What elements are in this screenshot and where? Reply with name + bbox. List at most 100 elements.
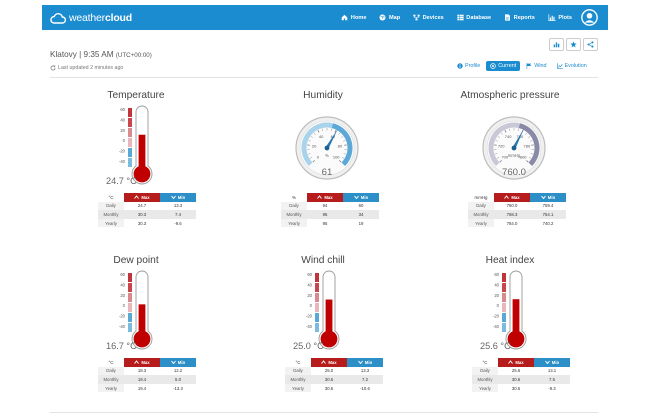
humidity-gauge-label: 20	[312, 143, 317, 148]
pressure-gauge-hub	[511, 145, 517, 151]
stats-header-row: mmHg Max Min	[468, 193, 566, 202]
pressure-gauge-band-high	[518, 123, 540, 167]
stats-row: Monthly 30.6 7.5	[472, 375, 570, 384]
humidity-gauge-tick	[338, 132, 341, 135]
chevron-up-icon	[508, 359, 514, 364]
stats-min-value: -9.3	[548, 385, 556, 391]
windchill-panel: Wind chill 60 40 20 0 -20 -40 25.0 °C °C Max Min Da…	[233, 255, 413, 405]
chevron-up-icon	[321, 359, 327, 364]
stats-row-label: Yearly	[98, 218, 124, 228]
heatindex-scale-label: -20	[493, 314, 500, 319]
stats-header-min: Min	[343, 193, 379, 202]
pressure-gauge-tick	[494, 153, 498, 155]
temperature-scale-label: 20	[120, 128, 125, 133]
temperature-scale-label: -20	[119, 149, 126, 154]
evolution-icon	[556, 63, 563, 69]
stats-min-value: 7.4	[160, 210, 196, 219]
humidity-title: Humidity	[303, 90, 343, 101]
station-tabs: Profile Current Wind Evolution	[453, 61, 593, 71]
stats-row-label: Daily	[472, 366, 498, 376]
weathercloud-logo[interactable]: weathercloud	[50, 9, 132, 26]
stats-row-label: Monthly	[468, 210, 494, 219]
favorite-button[interactable]	[566, 38, 581, 51]
windchill-title: Wind chill	[301, 255, 345, 266]
tab-wind-label: Wind	[534, 63, 547, 69]
stats-min-value: 754.1	[530, 210, 566, 219]
nav-reports[interactable]: Reports	[504, 14, 535, 21]
stats-row: Daily 18.3 12.2	[98, 366, 196, 376]
current-icon	[490, 63, 497, 69]
stats-row: Daily 25.6 13.1	[472, 366, 570, 376]
plots-icon	[548, 14, 556, 21]
heatindex-graphic: 60 40 20 0 -20 -40	[493, 270, 527, 350]
heatindex-scale-segment	[502, 273, 506, 282]
chevron-down-icon	[353, 195, 359, 200]
stats-header-max: Max	[307, 193, 343, 202]
nav-database-label: Database	[466, 14, 492, 21]
stats-min-value: 19	[358, 220, 364, 226]
dewpoint-scale-label: 40	[120, 282, 125, 287]
humidity-gauge-tick	[313, 132, 316, 135]
stats-row-label: Monthly	[98, 210, 124, 219]
tab-current[interactable]: Current	[486, 61, 521, 71]
user-avatar-icon[interactable]	[581, 9, 598, 26]
nav-plots[interactable]: Plots	[548, 14, 572, 21]
nav-database[interactable]: Database	[457, 14, 491, 21]
pressure-panel: Atmospheric pressure700720740760780800mm…	[420, 90, 600, 240]
logo-text: weathercloud	[69, 11, 132, 24]
humidity-gauge-band-high	[331, 123, 353, 167]
nav-home[interactable]: Home	[341, 14, 366, 21]
humidity-gauge-tick	[343, 140, 346, 142]
dewpoint-scale-segment	[128, 313, 132, 322]
stats-min-value: 13.1	[547, 368, 557, 374]
stats-max-value: 30.6	[324, 385, 334, 391]
reports-icon	[505, 14, 511, 21]
nav-devices[interactable]: Devices	[413, 14, 444, 21]
humidity-gauge-tick	[312, 160, 315, 163]
pressure-gauge-needle	[512, 128, 524, 149]
stats-header-max-label: Max	[141, 359, 150, 365]
tab-wind[interactable]: Wind	[522, 61, 550, 71]
footer-divider	[50, 412, 598, 413]
dewpoint-scale-segment	[128, 323, 132, 332]
stats-row-label: Yearly	[468, 218, 494, 228]
stats-header-min-label: Min	[547, 194, 556, 200]
windchill-scale-label: 60	[307, 272, 312, 277]
stats-min-value: -13.3	[173, 385, 183, 391]
chevron-down-icon	[544, 360, 550, 365]
stats-row: Monthly 19.4 5.0	[98, 375, 196, 384]
stats-row-label: Daily	[285, 366, 311, 376]
pressure-gauge-label: 700	[501, 155, 508, 160]
stats-row: Monthly 768.3 754.1	[468, 210, 566, 219]
pressure-gauge-tick	[530, 153, 534, 155]
heatindex-mercury	[512, 299, 520, 339]
humidity-graphic: 020406080100%	[295, 116, 359, 180]
stats-max-value: 30.3	[124, 210, 160, 219]
share-button[interactable]	[583, 38, 598, 51]
temperature-graphic: 60 40 20 0 -20 -40	[119, 105, 153, 185]
heatindex-scale-segment	[502, 323, 506, 332]
tab-profile[interactable]: Profile	[453, 61, 484, 71]
humidity-gauge-tick	[307, 153, 311, 155]
heatindex-current-value: 25.6 °C	[480, 341, 511, 351]
humidity-gauge-tick	[317, 129, 320, 133]
stats-header-max-label: Max	[141, 194, 150, 200]
pressure-gauge-tick	[495, 140, 498, 142]
temperature-scale-segment	[128, 118, 132, 127]
stats-row: Yearly 30.6 -10.6	[285, 383, 383, 393]
heatindex-scale-segment	[502, 293, 506, 302]
stats-max-value: 94	[322, 203, 328, 209]
pressure-graphic: 700720740760780800mmHg	[482, 116, 546, 180]
windchill-scale-segment	[315, 323, 319, 332]
nav-map[interactable]: Map	[379, 14, 400, 21]
pressure-stats-table: mmHg Max Min Daily 760.0 759.4 Monthly 768.3 754…	[468, 193, 566, 228]
stats-row-label: Yearly	[281, 218, 307, 228]
windchill-scale-segment	[315, 293, 319, 302]
pressure-gauge-tick	[499, 160, 502, 163]
chart-button[interactable]	[549, 38, 564, 51]
tab-evolution[interactable]: Evolution	[553, 61, 591, 71]
stats-header-max-label: Max	[511, 194, 520, 200]
windchill-stats-table: °C Max Min Daily 25.0 13.3 Monthly 30.6 7.2 Yearl…	[285, 358, 383, 393]
stats-min-value: 12.2	[173, 368, 183, 374]
stats-header-min-label: Min	[177, 194, 186, 200]
